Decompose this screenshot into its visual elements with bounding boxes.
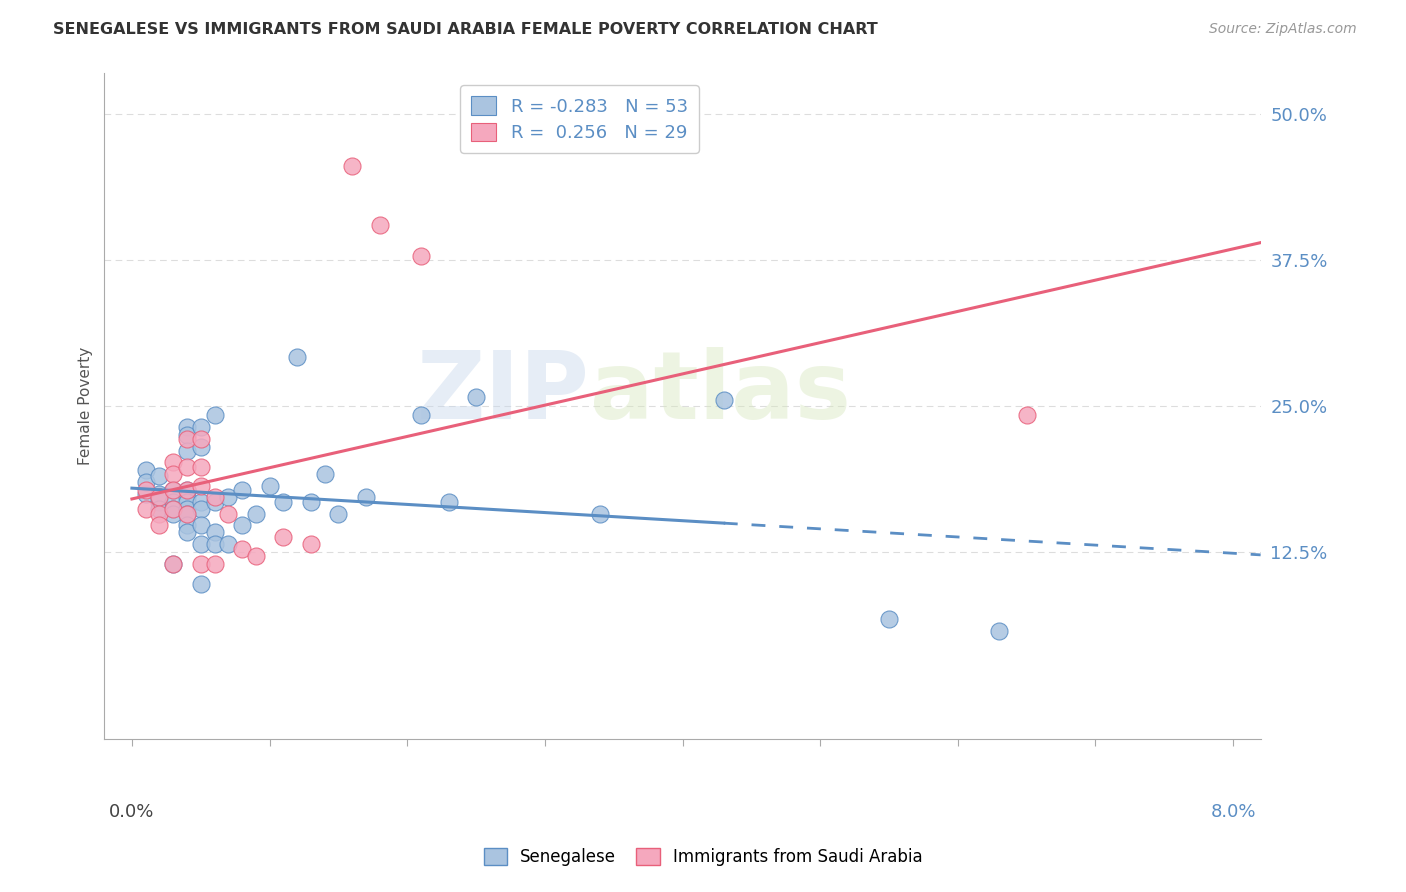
Point [204,537,226,551]
Point [204,490,226,504]
Text: atlas: atlas [591,347,851,439]
Point [190,537,212,551]
Point [190,440,212,454]
Point [176,483,198,498]
Text: Source: ZipAtlas.com: Source: ZipAtlas.com [1209,22,1357,37]
Y-axis label: Female Poverty: Female Poverty [79,347,93,466]
Point [162,455,184,469]
Point [162,502,184,516]
Point [204,525,226,540]
Point [231,541,253,556]
Point [176,443,198,458]
Point [217,537,239,551]
Point [135,487,157,501]
Point [190,432,212,446]
Point [176,507,198,521]
Point [217,507,239,521]
Point [245,549,267,563]
Point [176,495,198,509]
Point [190,518,212,533]
Point [148,507,170,521]
Point [190,557,212,571]
Point [259,478,281,492]
Point [176,502,198,516]
Point [190,420,212,434]
Text: 0.0%: 0.0% [110,804,155,822]
Point [299,537,322,551]
Point [409,250,432,264]
Point [135,502,157,516]
Point [190,576,212,591]
Point [328,507,350,521]
Point [176,432,198,446]
Point [162,557,184,571]
Point [148,469,170,483]
Point [231,518,253,533]
Point [437,495,460,509]
Point [465,390,488,404]
Text: 8.0%: 8.0% [1211,804,1256,822]
Point [176,490,198,504]
Point [299,495,322,509]
Point [190,495,212,509]
Text: SENEGALESE VS IMMIGRANTS FROM SAUDI ARABIA FEMALE POVERTY CORRELATION CHART: SENEGALESE VS IMMIGRANTS FROM SAUDI ARAB… [53,22,879,37]
Point [217,490,239,504]
Point [273,495,295,509]
Point [135,463,157,477]
Point [135,483,157,498]
Point [176,420,198,434]
Point [1015,409,1038,423]
Point [148,487,170,501]
Point [135,475,157,489]
Point [176,428,198,442]
Point [314,467,336,481]
Point [988,624,1011,638]
Point [877,612,900,626]
Point [162,507,184,521]
Point [148,490,170,504]
Point [204,557,226,571]
Point [176,459,198,474]
Point [204,409,226,423]
Point [162,495,184,509]
Point [176,525,198,540]
Point [713,393,735,408]
Point [190,502,212,516]
Point [409,409,432,423]
Point [190,459,212,474]
Point [162,483,184,498]
Legend: R = -0.283   N = 53, R =  0.256   N = 29: R = -0.283 N = 53, R = 0.256 N = 29 [460,86,699,153]
Point [176,507,198,521]
Point [190,478,212,492]
Point [231,483,253,498]
Point [148,490,170,504]
Point [162,502,184,516]
Point [204,495,226,509]
Text: ZIP: ZIP [418,347,591,439]
Point [176,483,198,498]
Point [340,160,363,174]
Point [148,495,170,509]
Point [148,502,170,516]
Point [162,483,184,498]
Point [245,507,267,521]
Point [176,518,198,533]
Point [368,218,391,232]
Point [354,490,377,504]
Point [589,507,612,521]
Point [162,467,184,481]
Point [273,530,295,544]
Point [285,350,308,364]
Point [148,518,170,533]
Legend: Senegalese, Immigrants from Saudi Arabia: Senegalese, Immigrants from Saudi Arabia [477,841,929,873]
Point [162,557,184,571]
